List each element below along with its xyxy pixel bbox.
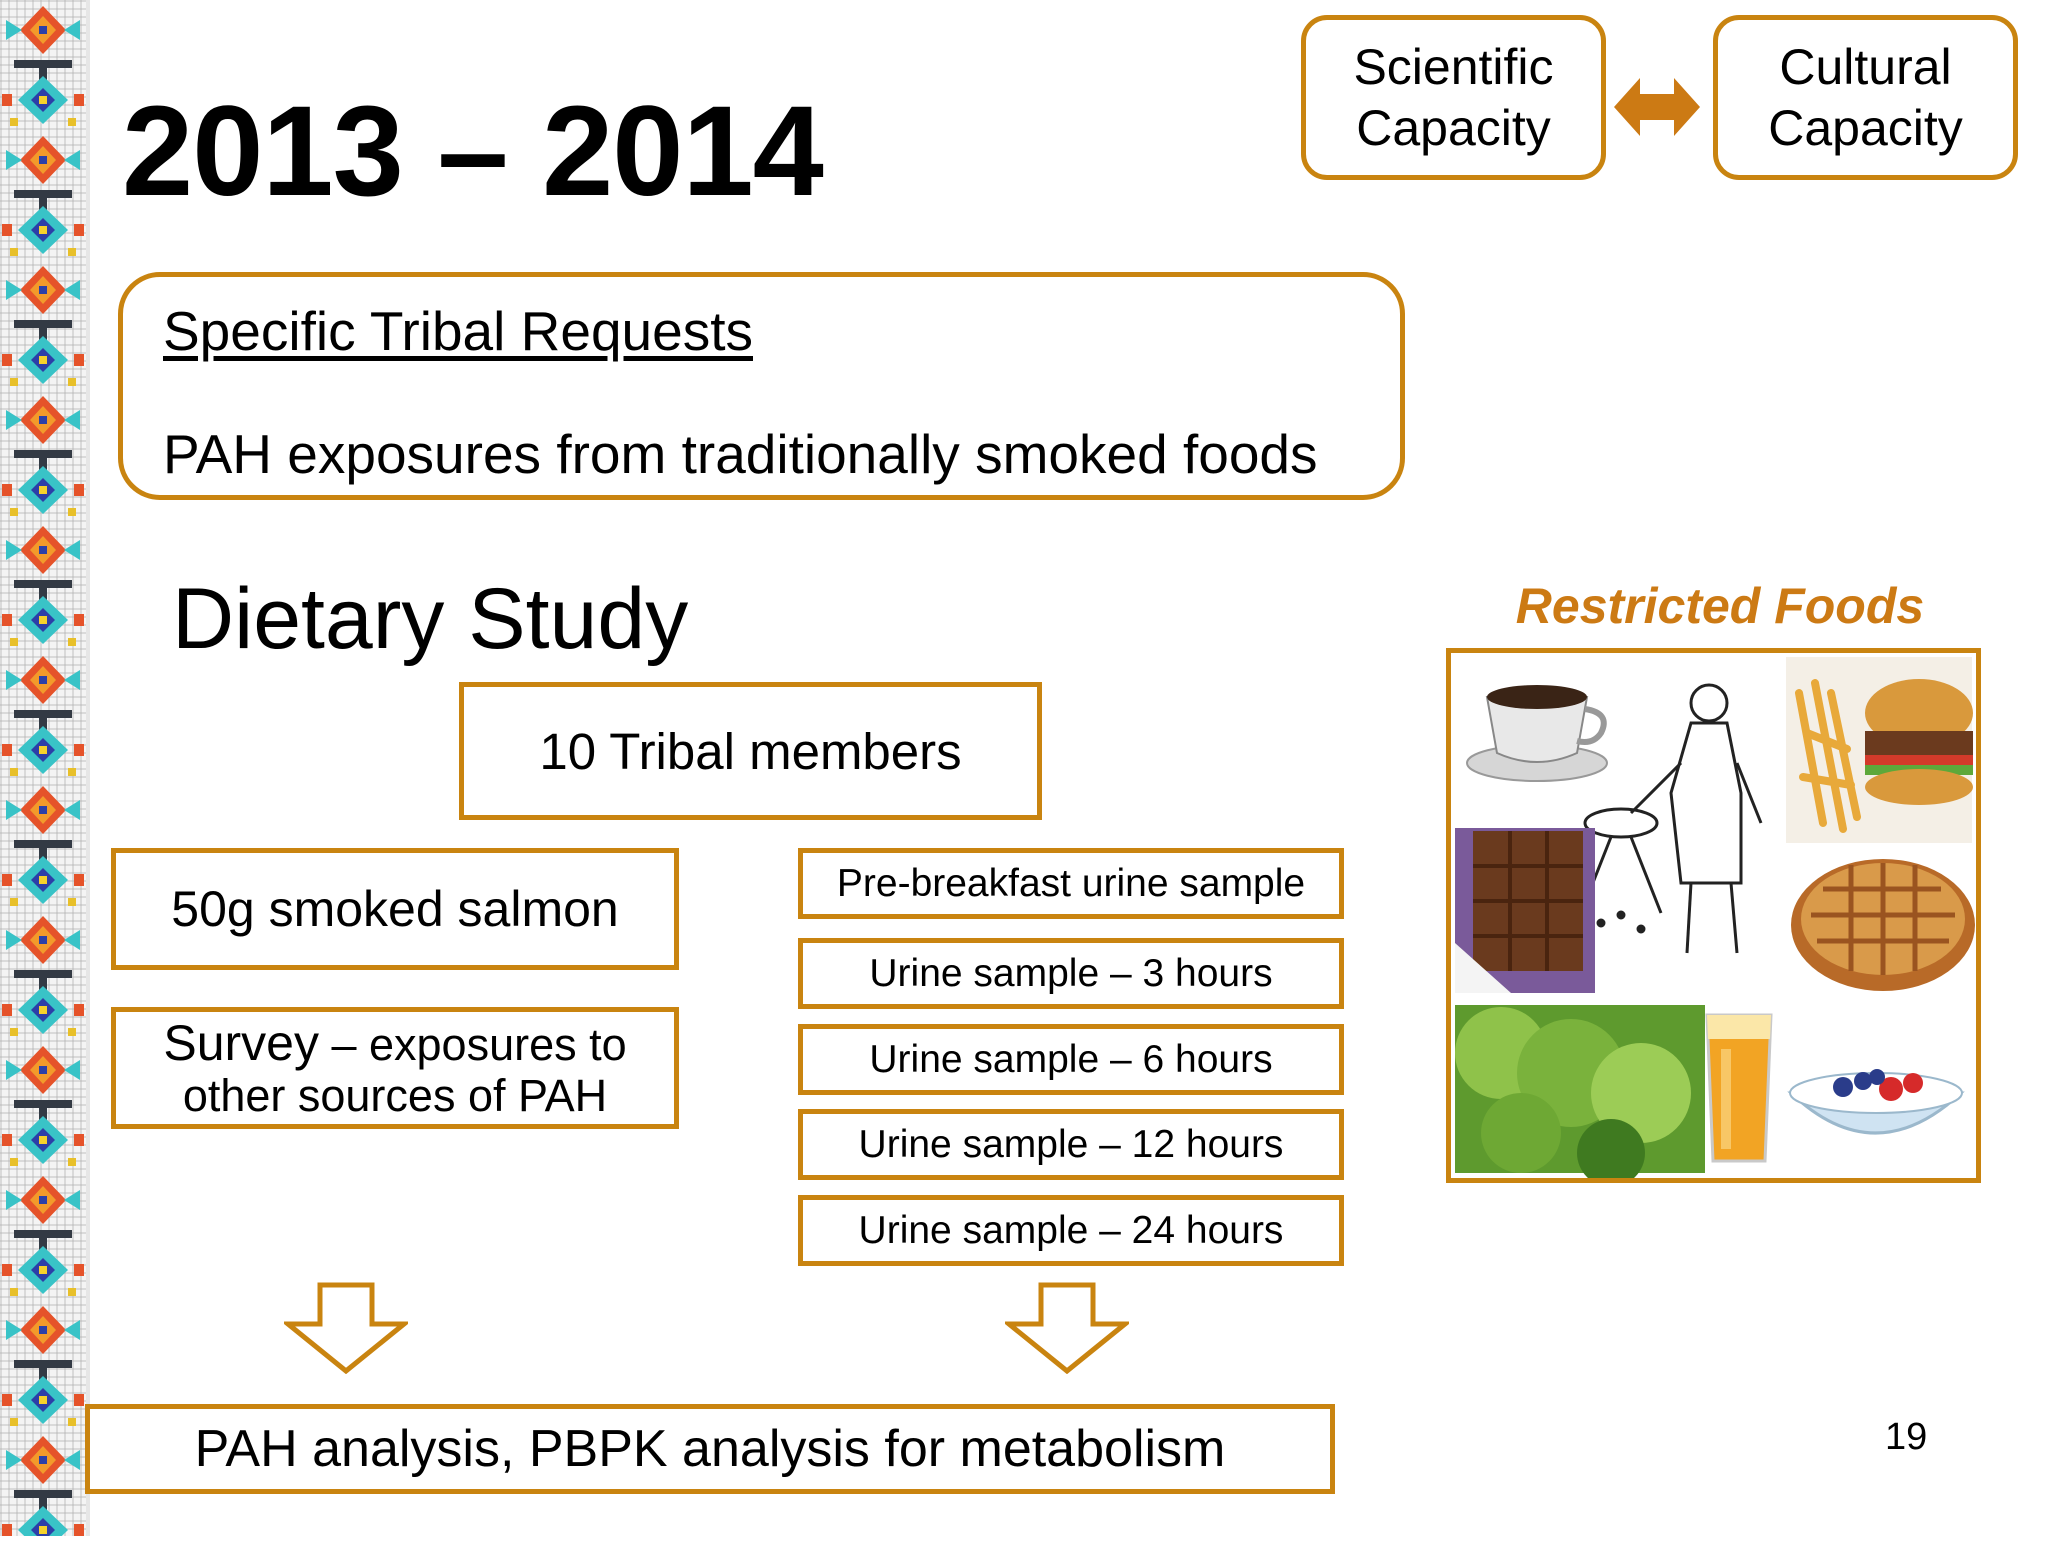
survey-rest: – exposures to (318, 1018, 627, 1070)
cultural-capacity-line1: Cultural (1779, 38, 1952, 95)
survey-lead: Survey (163, 1014, 319, 1071)
sample-box-24h: Urine sample – 24 hours (798, 1195, 1344, 1266)
double-arrow-icon (1614, 78, 1700, 136)
sketch-man-icon (1579, 683, 1763, 954)
beadwork-border (0, 0, 86, 1536)
lettuce-icon (1455, 1005, 1705, 1187)
cultural-capacity-line2: Capacity (1768, 99, 1963, 156)
tribal-requests-text: PAH exposures from traditionally smoked … (163, 423, 1318, 485)
sample-box-12h: Urine sample – 12 hours (798, 1109, 1344, 1180)
coffee-cup-icon (1466, 685, 1608, 782)
down-arrow-icon-left (284, 1282, 408, 1374)
beadwork-pattern (0, 0, 86, 1536)
beer-glass-icon (1705, 1013, 1773, 1163)
pie-icon (1791, 859, 1975, 991)
scientific-capacity-line1: Scientific (1353, 38, 1554, 95)
survey-box: Survey – exposures to other sources of P… (111, 1007, 679, 1129)
survey-line-2: other sources of PAH (182, 1069, 608, 1121)
scientific-capacity-box: Scientific Capacity (1301, 15, 1606, 180)
sample-box-pre-breakfast: Pre-breakfast urine sample (798, 848, 1344, 919)
restricted-foods-images (1455, 657, 1975, 1187)
dietary-study-title: Dietary Study (172, 571, 689, 667)
page-number: 19 (1885, 1416, 1928, 1458)
sample-box-6h: Urine sample – 6 hours (798, 1024, 1344, 1095)
tribal-requests-heading: Specific Tribal Requests (163, 300, 753, 362)
sample-box-3h: Urine sample – 3 hours (798, 938, 1344, 1009)
restricted-foods-title: Restricted Foods (1515, 578, 1925, 634)
smoked-salmon-box: 50g smoked salmon (111, 848, 679, 970)
restricted-foods-collage (1446, 648, 1981, 1187)
fruit-bowl-icon (1787, 1069, 1965, 1135)
analysis-box: PAH analysis, PBPK analysis for metaboli… (85, 1404, 1335, 1494)
down-arrow-icon-right (1005, 1282, 1129, 1374)
scientific-capacity-line2: Capacity (1356, 99, 1551, 156)
tribal-members-box: 10 Tribal members (459, 682, 1042, 820)
cultural-capacity-box: Cultural Capacity (1713, 15, 2018, 180)
tribal-requests-box: Specific Tribal Requests PAH exposures f… (118, 272, 1405, 500)
fries-burger-icon (1786, 657, 1973, 843)
slide-title: 2013 – 2014 (122, 80, 824, 223)
beadwork-edge (86, 0, 90, 1536)
chocolate-bar-icon (1455, 828, 1595, 993)
survey-line-1: Survey – exposures to (163, 1015, 626, 1071)
